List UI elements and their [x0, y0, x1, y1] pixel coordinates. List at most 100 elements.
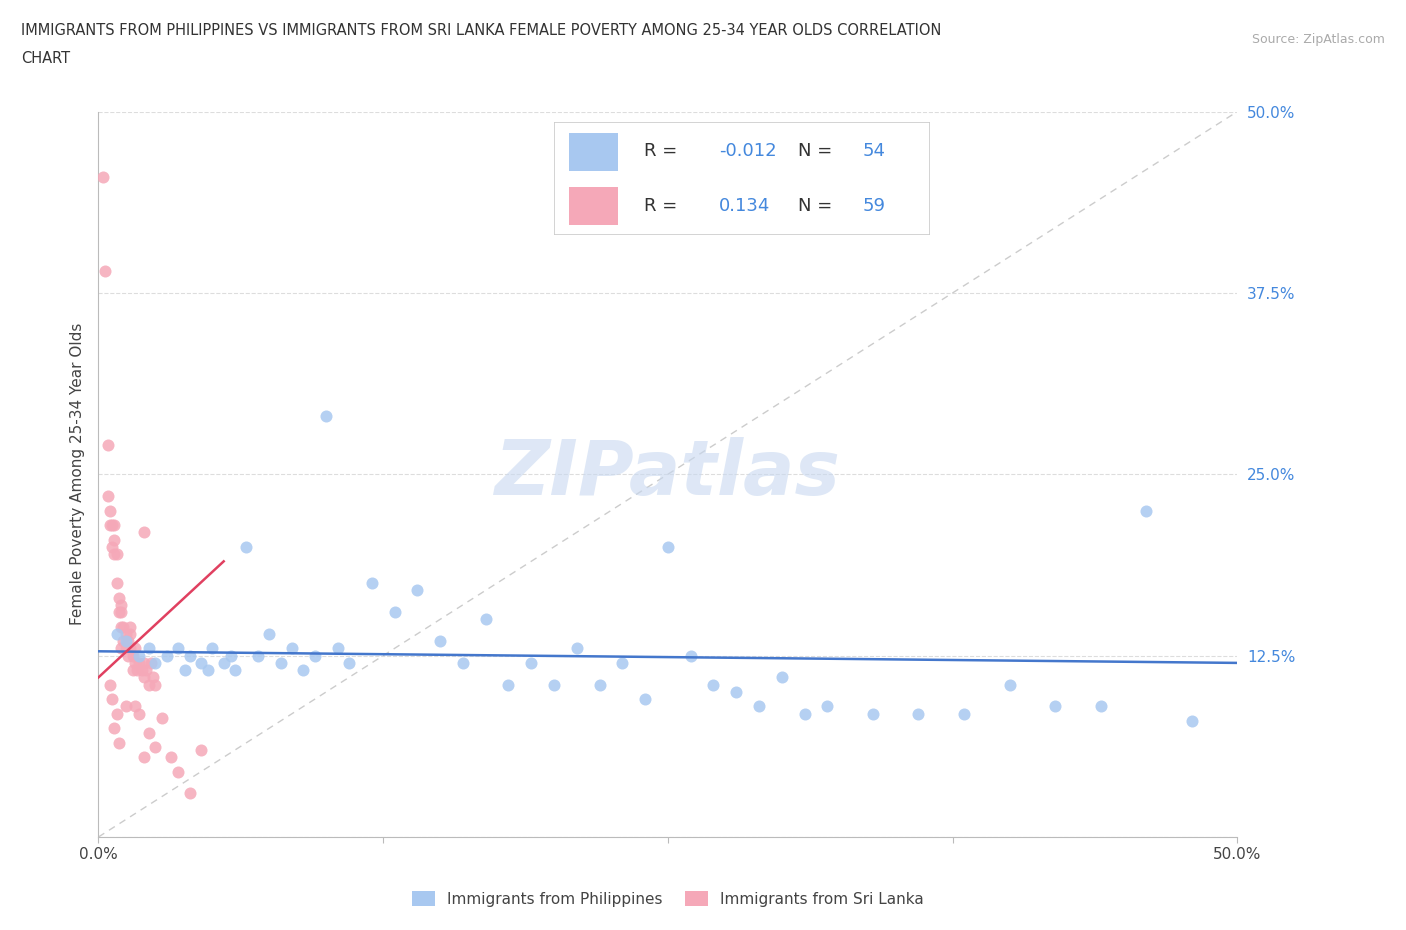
Point [657, 539, 679, 554]
Point [543, 677, 565, 692]
Point [108, 604, 131, 619]
Point [145, 739, 167, 754]
Point [429, 633, 451, 648]
Point [128, 648, 150, 663]
Point [105, 547, 128, 562]
Point [190, 742, 212, 757]
Point [103, 721, 125, 736]
Point [114, 627, 136, 642]
Point [132, 525, 155, 539]
Point [588, 677, 610, 692]
Text: ZIPatlas: ZIPatlas [495, 437, 841, 512]
Point [953, 706, 976, 721]
Point [127, 663, 149, 678]
Point [725, 684, 748, 699]
Point [360, 576, 382, 591]
Point [132, 670, 155, 684]
Point [235, 539, 257, 554]
Point [110, 597, 132, 612]
Point [156, 648, 179, 663]
Point [179, 786, 201, 801]
Point [121, 663, 143, 678]
Point [815, 699, 838, 714]
Point [1135, 503, 1157, 518]
Point [190, 656, 212, 671]
Point [259, 627, 281, 642]
Point [138, 725, 160, 740]
Point [451, 656, 474, 671]
Point [174, 663, 197, 678]
Point [114, 641, 136, 656]
Point [337, 656, 360, 671]
Text: CHART: CHART [21, 51, 70, 66]
Point [138, 641, 160, 656]
Point [94, 264, 117, 279]
Point [1181, 713, 1204, 728]
Point [326, 641, 349, 656]
Point [862, 706, 884, 721]
Point [120, 619, 142, 634]
Point [124, 656, 146, 671]
Point [612, 656, 634, 671]
Point [246, 648, 269, 663]
Point [748, 699, 770, 714]
Point [498, 677, 520, 692]
Point [91, 169, 114, 184]
Point [128, 656, 150, 671]
Point [132, 656, 155, 671]
Point [1090, 699, 1112, 714]
Point [110, 619, 132, 634]
Point [1043, 699, 1066, 714]
Point [112, 633, 135, 648]
Point [96, 488, 118, 503]
Point [679, 648, 702, 663]
Point [131, 663, 153, 678]
Point [110, 641, 132, 656]
Point [292, 663, 315, 678]
Point [101, 518, 124, 533]
Point [212, 656, 235, 671]
Point [907, 706, 929, 721]
Point [384, 604, 406, 619]
Point [474, 612, 496, 627]
Point [315, 409, 337, 424]
Point [108, 591, 131, 605]
Point [270, 656, 292, 671]
Point [135, 663, 157, 678]
Point [105, 576, 128, 591]
Point [197, 663, 219, 678]
Point [770, 670, 793, 684]
Point [110, 604, 132, 619]
Point [98, 677, 121, 692]
Point [132, 750, 155, 764]
Point [112, 619, 135, 634]
Point [101, 539, 124, 554]
Point [120, 627, 142, 642]
Point [108, 736, 131, 751]
Point [138, 677, 160, 692]
Point [167, 764, 190, 779]
Point [406, 583, 429, 598]
Point [103, 518, 125, 533]
Point [101, 692, 124, 707]
Point [105, 627, 128, 642]
Point [124, 641, 146, 656]
Point [998, 677, 1021, 692]
Point [117, 633, 139, 648]
Point [565, 641, 588, 656]
Text: Source: ZipAtlas.com: Source: ZipAtlas.com [1251, 33, 1385, 46]
Point [160, 750, 183, 764]
Point [98, 503, 121, 518]
Y-axis label: Female Poverty Among 25-34 Year Olds: Female Poverty Among 25-34 Year Olds [69, 323, 84, 626]
Point [103, 532, 125, 547]
Point [117, 648, 139, 663]
Point [121, 648, 143, 663]
Point [120, 641, 142, 656]
Point [150, 711, 173, 725]
Point [167, 641, 190, 656]
Point [98, 518, 121, 533]
Point [219, 648, 242, 663]
Text: IMMIGRANTS FROM PHILIPPINES VS IMMIGRANTS FROM SRI LANKA FEMALE POVERTY AMONG 25: IMMIGRANTS FROM PHILIPPINES VS IMMIGRANT… [21, 23, 942, 38]
Point [520, 656, 543, 671]
Point [201, 641, 224, 656]
